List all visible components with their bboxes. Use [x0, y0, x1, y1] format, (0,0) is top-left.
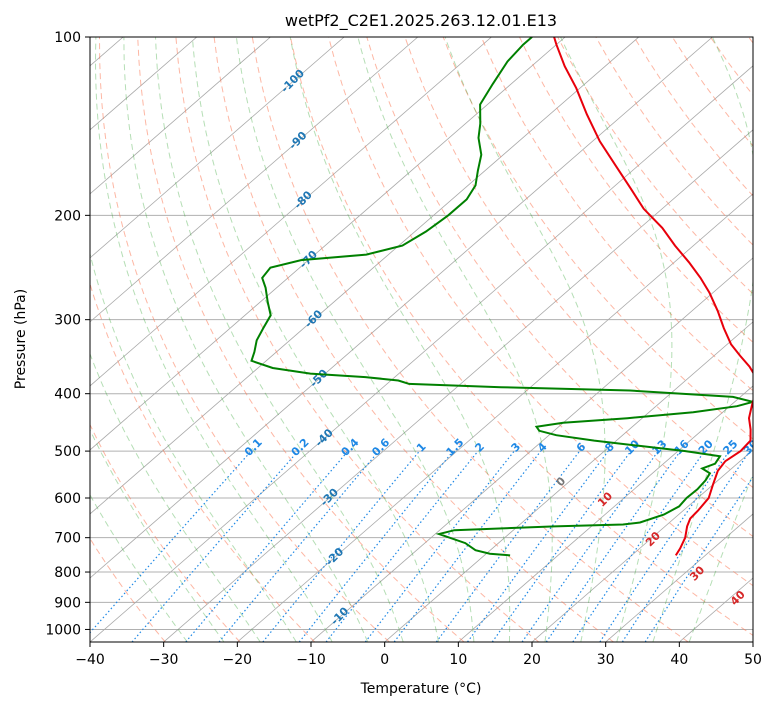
- mixing-ratio-line: [262, 450, 420, 642]
- isotherm-line: [531, 449, 753, 642]
- isobar-gridlines: [90, 37, 753, 630]
- dewpoint-profile-line: [250, 37, 753, 557]
- mixing-ratio-line: [545, 450, 681, 642]
- dry-adiabat-line: [99, 37, 390, 642]
- mixing-ratio-line: [325, 450, 479, 642]
- x-tick-label: 20: [523, 652, 541, 668]
- isotherm-line: [90, 37, 492, 387]
- mixing-ratio-line: [393, 450, 542, 642]
- mixing-ratio-line: [599, 450, 730, 642]
- mixing-ratio-line: [621, 450, 751, 642]
- x-tick-label: −30: [149, 652, 179, 668]
- moist-adiabat-line: [688, 472, 753, 642]
- x-tick-label: −10: [296, 652, 326, 668]
- y-tick-label: 1000: [45, 622, 81, 638]
- moist-adiabat-line: [155, 37, 404, 642]
- y-tick-label: 900: [54, 595, 81, 611]
- y-tick-label: 800: [54, 565, 81, 581]
- moist-adiabat-line: [289, 37, 511, 642]
- mixing-ratio-line: [435, 450, 581, 642]
- mixing-ratio-line: [90, 450, 252, 634]
- dry-adiabat-line: [90, 423, 241, 642]
- mixing-ratio-lines: [90, 450, 753, 642]
- isotherm-line: [163, 129, 753, 642]
- mixing-ratio-line: [298, 450, 454, 642]
- dry-adiabat-line: [213, 37, 614, 642]
- y-axis-label: Pressure (hPa): [13, 289, 29, 389]
- x-axis-label: Temperature (°C): [360, 681, 482, 697]
- isotherm-line: [90, 37, 271, 195]
- moist-adiabat-line: [90, 352, 261, 642]
- isotherm-line: [90, 37, 419, 323]
- dry-adiabat-line: [137, 37, 465, 642]
- isotherm-line: [90, 37, 345, 259]
- isotherm-line: [237, 193, 753, 642]
- y-tick-label: 100: [54, 30, 81, 46]
- skewed-isotherms: [90, 37, 753, 642]
- y-tick-label: 600: [54, 491, 81, 507]
- mixing-ratio-line: [185, 450, 349, 642]
- moist-adiabat-line: [652, 37, 753, 642]
- dry-adiabat-line: [289, 37, 753, 636]
- y-tick-label: 700: [54, 531, 81, 547]
- x-tick-label: 40: [670, 652, 688, 668]
- mixing-ratio-line: [644, 476, 753, 642]
- x-tick-label: −20: [223, 652, 253, 668]
- moist-adiabat-line: [444, 37, 606, 642]
- y-tick-label: 300: [54, 313, 81, 329]
- mixing-ratio-line: [491, 450, 632, 642]
- mixing-ratio-line: [467, 450, 609, 642]
- dry-adiabat-line: [328, 37, 753, 587]
- isotherm-line: [458, 385, 753, 642]
- plot-frame: [89, 36, 754, 643]
- x-tick-label: 0: [380, 652, 389, 668]
- isotherm-line: [90, 37, 566, 451]
- isotherm-line: [90, 37, 713, 579]
- y-tick-label: 200: [54, 208, 81, 224]
- moist-adiabats: [90, 37, 753, 642]
- x-tick-label: 10: [449, 652, 467, 668]
- dry-adiabat-line: [251, 37, 689, 642]
- chart-title: wetPf2_C2E1.2025.263.12.01.E13: [285, 11, 557, 31]
- temperature-profile-line: [553, 37, 753, 556]
- y-tick-label: 400: [54, 387, 81, 403]
- plot-area: -100-90-80-70-60-50-40-30-20-10010203040…: [90, 37, 753, 642]
- y-axis: 100 200 300 400 500 600 700 800 900 1000: [45, 30, 90, 638]
- isotherm-line: [90, 37, 640, 515]
- moist-adiabat-line: [357, 37, 553, 642]
- x-axis: −40 −30 −20 −10 0 10 20 30 40 50: [75, 642, 762, 668]
- moist-adiabat-line: [90, 252, 297, 642]
- dry-adiabat-line: [404, 37, 753, 489]
- moist-adiabat-line: [90, 428, 225, 642]
- moist-adiabat-line: [123, 37, 369, 642]
- moist-adiabat-line: [191, 37, 439, 642]
- mixing-ratio-line: [218, 450, 380, 642]
- moist-adiabat-line: [560, 37, 673, 642]
- x-tick-label: 30: [597, 652, 615, 668]
- dry-adiabat-line: [175, 37, 540, 642]
- dry-adiabat-line: [90, 537, 166, 642]
- y-tick-label: 500: [54, 444, 81, 460]
- dry-adiabat-line: [366, 37, 753, 538]
- mixing-ratio-line: [521, 450, 659, 642]
- x-tick-label: −40: [75, 652, 105, 668]
- x-tick-label: 50: [744, 652, 762, 668]
- isotherm-line: [605, 513, 753, 642]
- isotherm-line: [310, 257, 753, 642]
- moist-adiabat-line: [235, 37, 475, 642]
- isotherm-line: [384, 321, 753, 642]
- dry-adiabats: [90, 37, 753, 642]
- dry-adiabat-line: [90, 282, 316, 642]
- mixing-ratio-line: [572, 450, 706, 642]
- isotherm-line: [90, 65, 753, 642]
- moist-adiabat-line: [94, 37, 333, 642]
